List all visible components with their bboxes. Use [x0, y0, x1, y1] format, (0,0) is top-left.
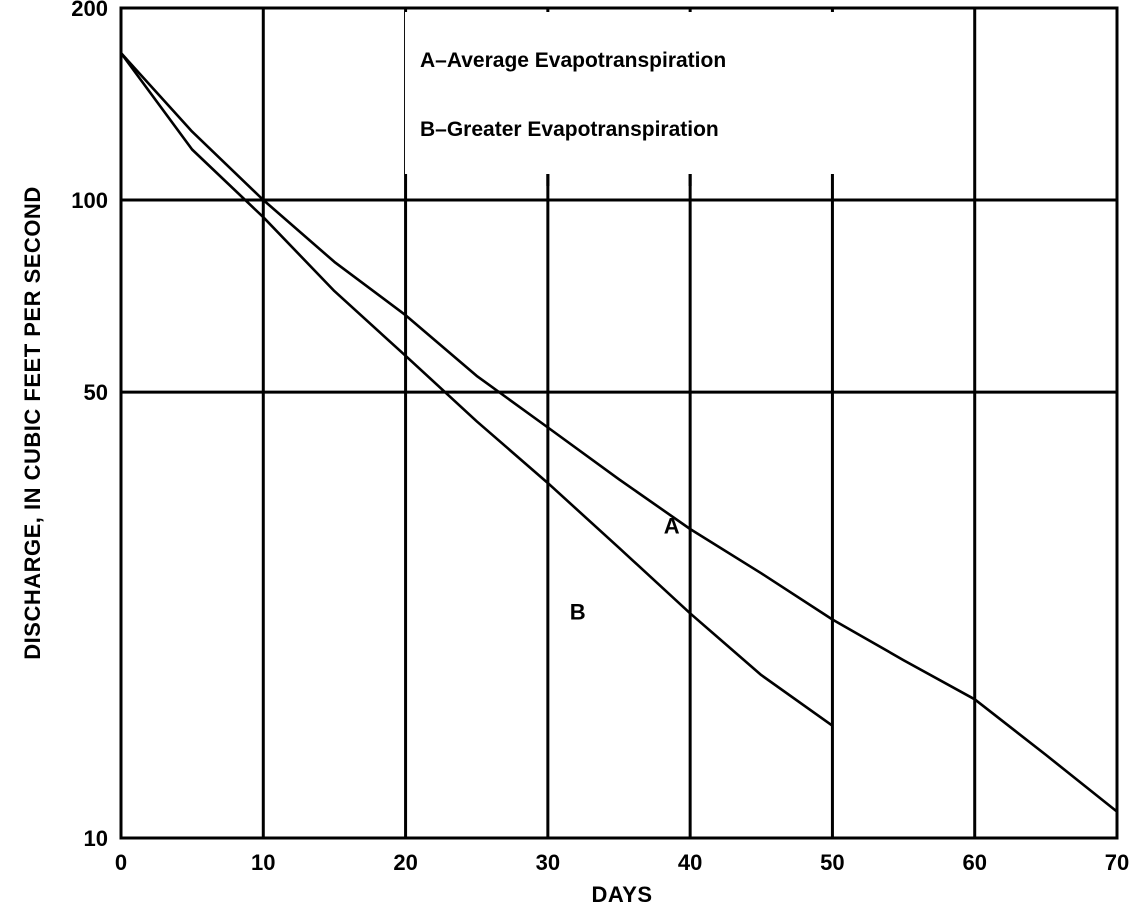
x-tick-label: 30 — [536, 850, 560, 875]
legend-entry-a: A–Average Evapotranspiration — [420, 49, 726, 72]
series-lines — [119, 52, 1118, 813]
legend-box — [405, 12, 835, 186]
y-tick-label: 200 — [71, 0, 108, 21]
x-tick-label: 0 — [115, 850, 127, 875]
plot-frame — [119, 6, 1119, 840]
x-tick-label: 40 — [678, 850, 702, 875]
series-line-b — [119, 52, 834, 727]
curve-label-a: A — [664, 514, 680, 539]
x-tick-label: 70 — [1105, 850, 1129, 875]
curve-labels: AB — [570, 514, 680, 625]
series-line-a — [120, 52, 1118, 813]
x-tick-label: 20 — [393, 850, 417, 875]
legend-entry-b: B–Greater Evapotranspiration — [420, 118, 719, 141]
x-axis-title: DAYS — [591, 882, 652, 907]
y-tick-label: 100 — [71, 188, 108, 213]
x-tick-labels: 0 10 20 30 40 50 60 70 — [115, 850, 1129, 875]
x-tick-label: 60 — [962, 850, 986, 875]
y-tick-label: 10 — [84, 826, 108, 851]
x-tick-label: 10 — [251, 850, 275, 875]
x-tick-label: 50 — [820, 850, 844, 875]
y-tick-label: 50 — [84, 380, 108, 405]
legend-background — [405, 12, 835, 174]
y-tick-labels: 10 50 100 200 — [71, 0, 108, 851]
y-axis-title: DISCHARGE, IN CUBIC FEET PER SECOND — [20, 186, 45, 659]
curve-label-b: B — [570, 600, 586, 625]
